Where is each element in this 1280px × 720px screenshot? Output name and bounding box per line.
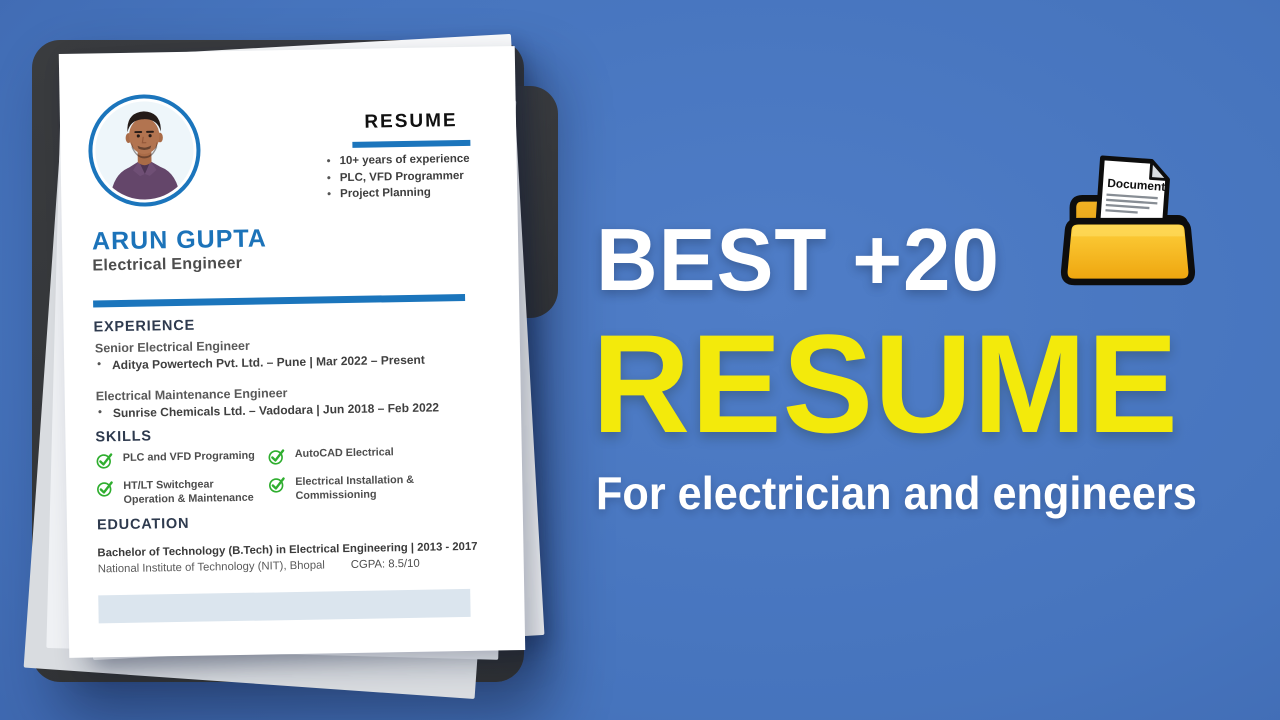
skills-heading: SKILLS: [95, 428, 152, 446]
skill-item: AutoCAD Electrical: [268, 446, 394, 465]
section-divider: [93, 293, 466, 308]
resume-highlight-item: • PLC, VFD Programmer: [327, 167, 470, 186]
cgpa-value: CGPA: 8.5/10: [350, 557, 420, 572]
check-icon: [96, 453, 113, 469]
highlights-list: • 10+ years of experience • PLC, VFD Progr…: [327, 151, 471, 203]
candidate-name: ARUN GUPTA: [91, 224, 268, 256]
check-icon: [269, 477, 285, 493]
check-icon: [97, 481, 113, 497]
job-title: Senior Electrical Engineer: [94, 338, 250, 356]
skill-label: PLC and VFD Programing: [122, 449, 255, 464]
resume-highlight-item: • Project Planning: [327, 184, 470, 203]
bullet-glyph: •: [327, 188, 332, 201]
bullet-glyph: •: [97, 406, 102, 419]
institute-line: National Institute of Technology (NIT), …: [97, 557, 420, 576]
document-folder-icon: Document: [1052, 146, 1204, 302]
folder-document-title: Document: [1107, 176, 1166, 194]
resume-page: RESUME • 10+ years of experience • PLC, VF…: [58, 46, 526, 658]
bullet-glyph: •: [326, 171, 331, 184]
portrait-illustration: [94, 100, 195, 201]
banner-best-text: BEST +20: [596, 210, 1000, 309]
experience-heading: EXPERIENCE: [93, 317, 196, 336]
candidate-role: Electrical Engineer: [92, 254, 243, 275]
job-detail: • Sunrise Chemicals Ltd. – Vadodara | Ju…: [97, 400, 440, 421]
banner-subtitle: For electrician and engineers: [596, 467, 1197, 519]
skill-label: AutoCAD Electrical: [294, 446, 394, 460]
bullet-glyph: •: [326, 155, 331, 168]
degree-line: Bachelor of Technology (B.Tech) in Elect…: [97, 540, 478, 560]
skill-label: HT/LT Switchgear Operation & Maintenance: [123, 478, 254, 506]
bullet-glyph: •: [97, 358, 102, 371]
banner-resume-text: RESUME: [592, 305, 1179, 462]
resume-title: RESUME: [364, 110, 458, 133]
skill-item: Electrical Installation & Commissioning: [268, 474, 414, 504]
profile-photo: [87, 93, 202, 208]
check-icon: [268, 449, 285, 465]
education-heading: EDUCATION: [96, 515, 190, 534]
footer-placeholder-bar: [98, 588, 471, 624]
skill-label: Electrical Installation & Commissioning: [295, 473, 415, 502]
job-title: Electrical Maintenance Engineer: [95, 386, 288, 404]
title-underline: [352, 139, 471, 148]
skill-item: PLC and VFD Programing: [96, 450, 255, 470]
job-detail: • Aditya Powertech Pvt. Ltd. – Pune | Ma…: [97, 352, 425, 373]
skill-item: HT/LT Switchgear Operation & Maintenance: [96, 478, 254, 508]
